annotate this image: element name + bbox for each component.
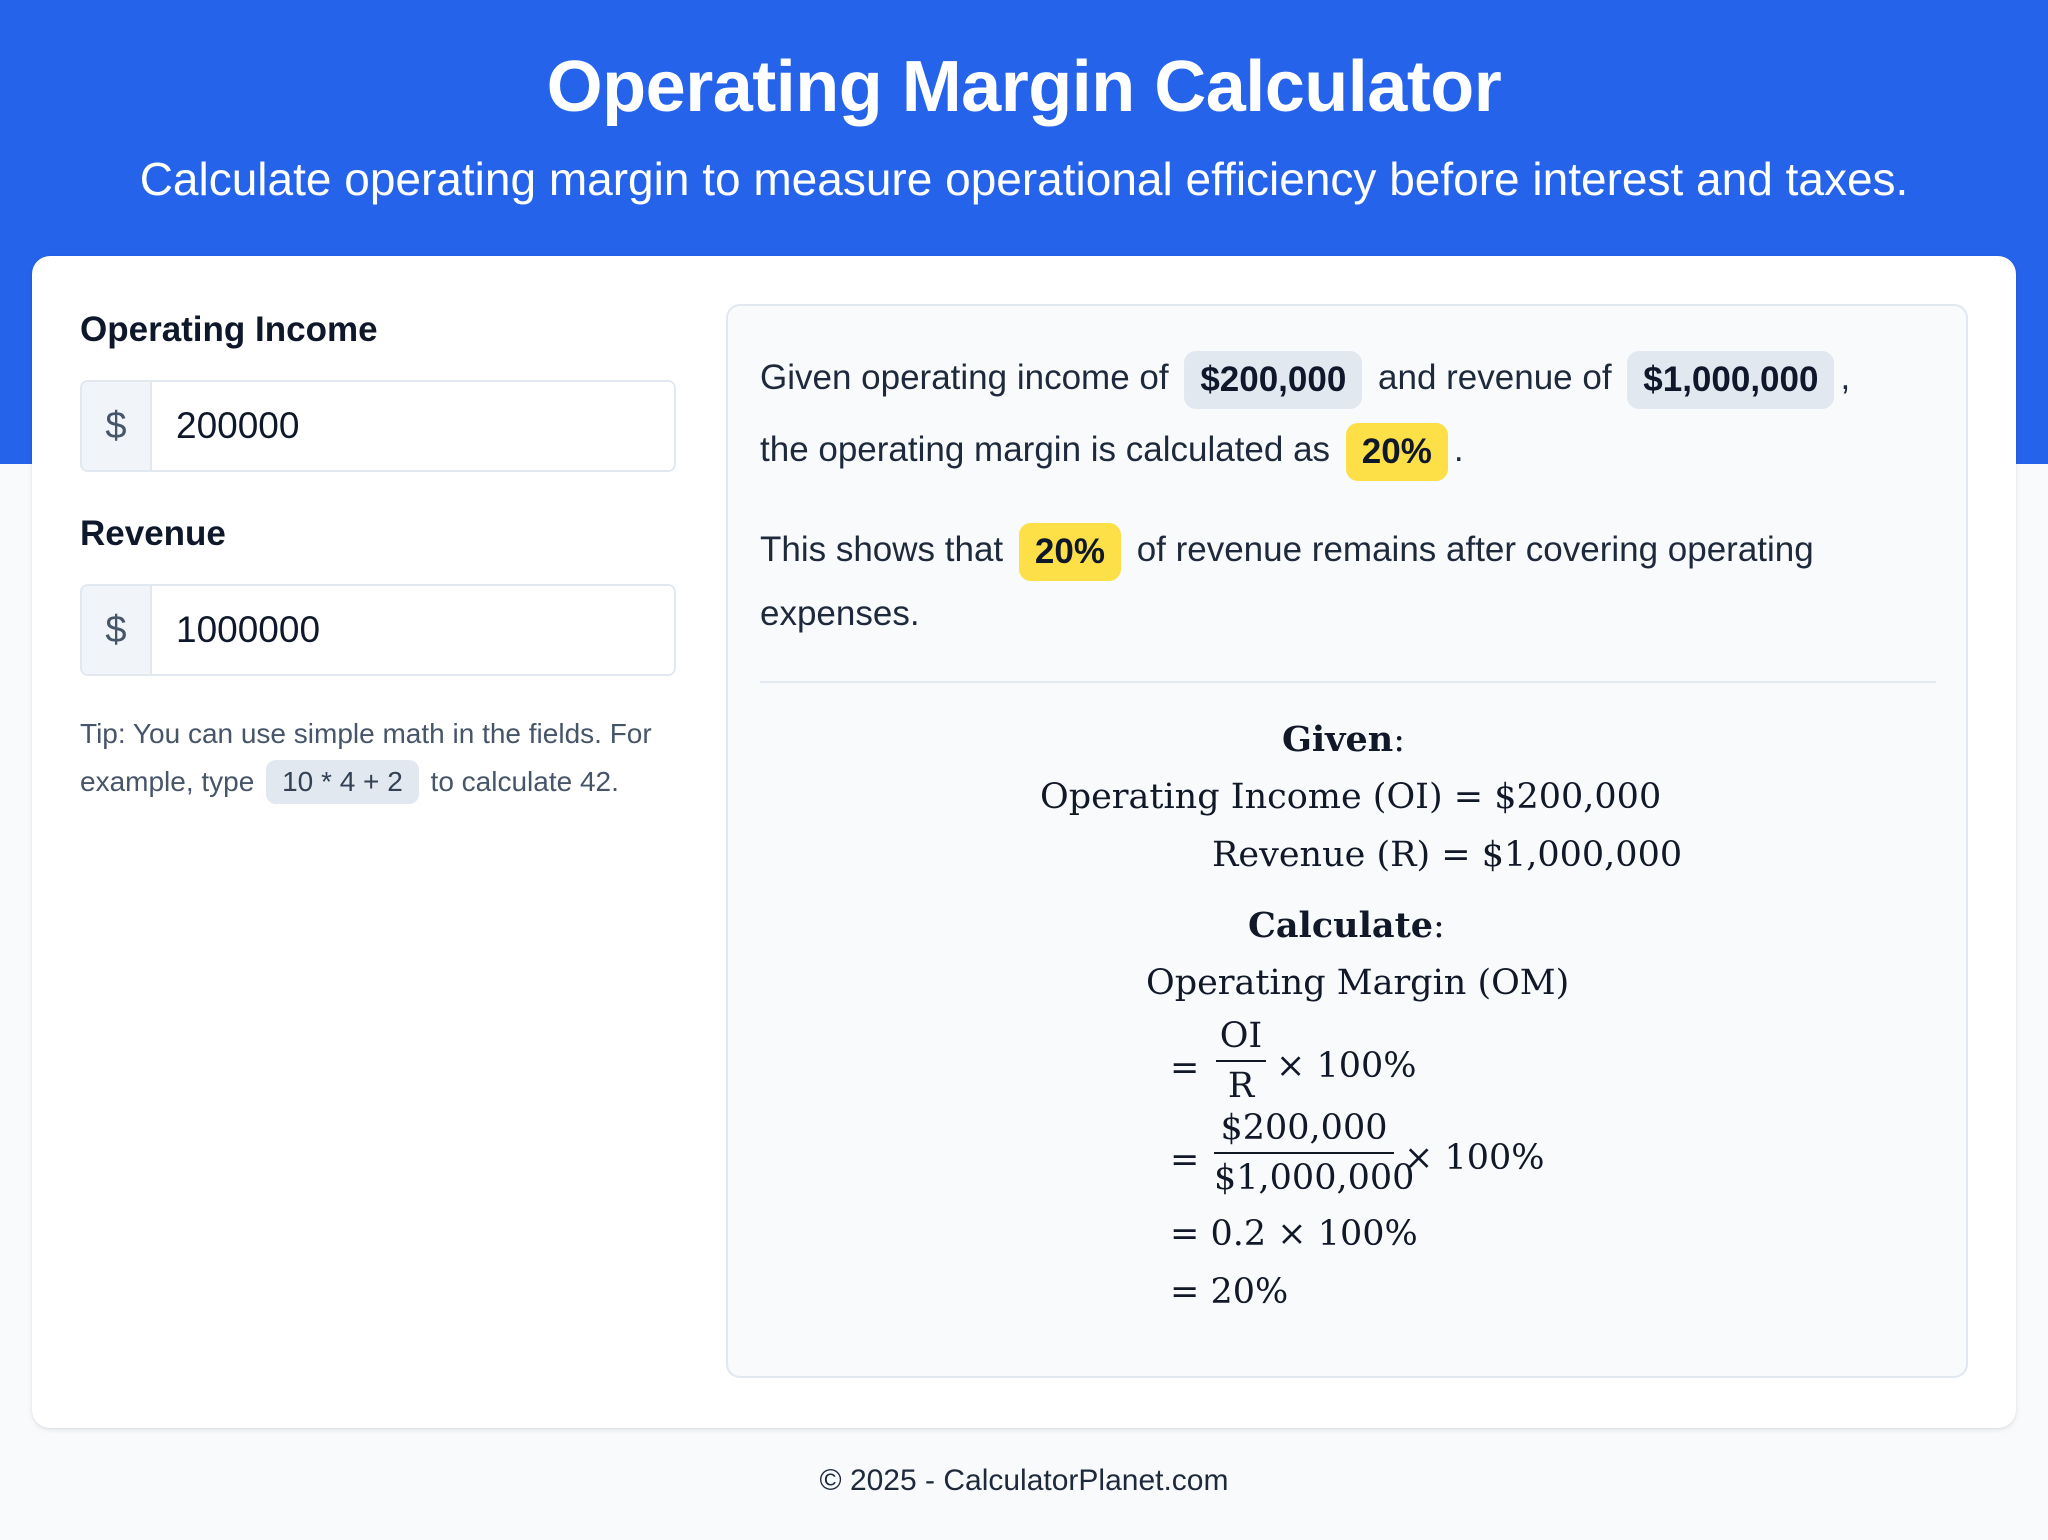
- step1-fraction: OI R: [1216, 1016, 1266, 1106]
- fraction-bar: [1214, 1152, 1394, 1154]
- margin-result-pill: 20%: [1018, 522, 1121, 581]
- operating-margin-label: Operating Margin (OM): [1146, 963, 1570, 1003]
- sentence-text: This shows that: [760, 530, 1004, 569]
- revenue-label: Revenue: [80, 514, 226, 553]
- sentence-text: of revenue remains after covering operat…: [760, 530, 1814, 633]
- footer-copyright: © 2025 - CalculatorPlanet.com: [819, 1464, 1229, 1497]
- fraction-numerator: OI: [1219, 1016, 1263, 1056]
- tip-code-example: 10 * 4 + 2: [266, 760, 419, 804]
- result-explanation: Given operating income of $200,000 and r…: [760, 342, 1940, 646]
- result-panel: Given operating income of $200,000 and r…: [726, 304, 1968, 1378]
- sentence-text: ,: [1840, 358, 1851, 397]
- margin-result-pill: 20%: [1345, 422, 1448, 481]
- operating-income-input[interactable]: [152, 382, 674, 470]
- tip-text-before: Tip: You can use simple math in the fiel…: [80, 718, 652, 797]
- calculate-heading: Calculate:: [1248, 905, 1445, 946]
- revenue-value-pill: $1,000,000: [1627, 350, 1835, 409]
- input-form: Operating Income $ Revenue $ Tip: You ca…: [80, 310, 676, 806]
- step3-line: = 0.2 × 100%: [1170, 1214, 1418, 1254]
- divider: [760, 681, 1936, 683]
- operating-income-input-group: $: [80, 380, 676, 472]
- dollar-prefix: $: [82, 586, 152, 674]
- operating-income-field-group: Operating Income $: [80, 310, 676, 472]
- revenue-equation: Revenue (R) = $1,000,000: [1212, 835, 1683, 875]
- sentence-text: and revenue of: [1378, 358, 1612, 397]
- step2-equals: =: [1170, 1140, 1200, 1180]
- calculator-card: Operating Income $ Revenue $ Tip: You ca…: [32, 256, 2016, 1428]
- revenue-input-group: $: [80, 584, 676, 676]
- sentence-text: Given operating income of: [760, 358, 1169, 397]
- tip-text-after: to calculate 42.: [430, 766, 619, 797]
- fraction-denominator: R: [1227, 1066, 1255, 1106]
- sentence-text: the operating margin is calculated as: [760, 430, 1331, 469]
- step2-fraction: $200,000 $1,000,000: [1214, 1108, 1415, 1198]
- math-tip: Tip: You can use simple math in the fiel…: [80, 710, 676, 806]
- step1-equals: =: [1170, 1048, 1200, 1088]
- sentence-text: .: [1453, 430, 1464, 469]
- operating-income-equation: Operating Income (OI) = $200,000: [1040, 777, 1662, 817]
- result-sentence-1: Given operating income of $200,000 and r…: [760, 342, 1940, 486]
- step4-line: = 20%: [1170, 1272, 1289, 1312]
- given-heading: Given:: [1282, 719, 1406, 760]
- revenue-input[interactable]: [152, 586, 674, 674]
- result-sentence-2: This shows that 20% of revenue remains a…: [760, 518, 1940, 646]
- fraction-denominator: $1,000,000: [1214, 1158, 1415, 1198]
- step1-multiplier: × 100%: [1276, 1046, 1417, 1086]
- fraction-bar: [1216, 1060, 1266, 1062]
- operating-income-label: Operating Income: [80, 310, 378, 349]
- page-subtitle: Calculate operating margin to measure op…: [139, 153, 1909, 205]
- income-value-pill: $200,000: [1184, 350, 1363, 409]
- fraction-numerator: $200,000: [1220, 1108, 1388, 1148]
- step2-multiplier: × 100%: [1404, 1138, 1545, 1178]
- revenue-field-group: Revenue $: [80, 514, 676, 676]
- dollar-prefix: $: [82, 382, 152, 470]
- page-title: Operating Margin Calculator: [546, 47, 1502, 127]
